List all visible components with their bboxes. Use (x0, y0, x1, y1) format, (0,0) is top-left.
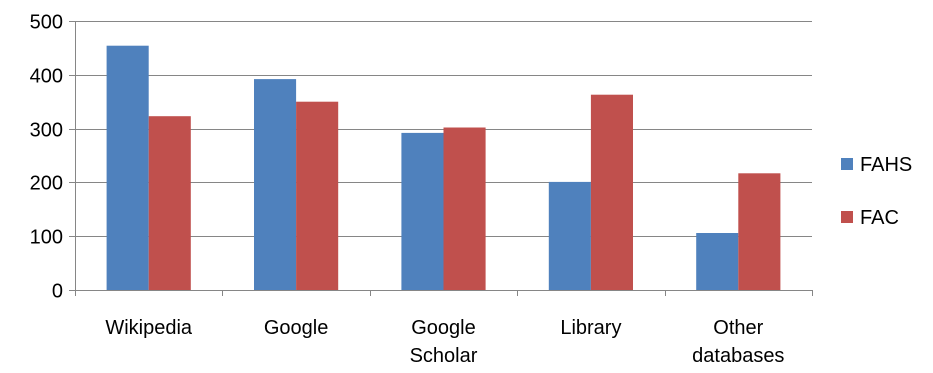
bar-fac-2 (443, 127, 486, 290)
x-tick-label: Google (411, 317, 476, 339)
bar-fahs-0 (106, 45, 149, 291)
bar-fac-3 (590, 94, 633, 290)
x-tick-label: databases (692, 345, 784, 367)
legend: FAHS FAC (841, 154, 912, 229)
bar-fahs-2 (401, 132, 444, 290)
x-tick-label: Google (264, 317, 329, 339)
y-tick-label: 200 (30, 173, 63, 195)
bars (106, 45, 781, 291)
x-tick-labels: Wikipedia Google Google Scholar Library Other… (105, 317, 784, 367)
legend-label-fac: FAC (860, 207, 899, 229)
legend-label-fahs: FAHS (860, 154, 912, 176)
y-tick-label: 300 (30, 120, 63, 142)
bar-fac-0 (148, 116, 191, 290)
axes (69, 21, 813, 296)
bar-fahs-3 (548, 181, 591, 290)
y-tick-label: 0 (52, 281, 63, 303)
bar-fac-1 (296, 101, 339, 290)
x-tick-label: Other (713, 317, 763, 339)
legend-swatch-fac (841, 211, 853, 223)
y-tick-labels: 0 100 200 300 400 500 (30, 12, 63, 303)
bar-fahs-4 (696, 233, 739, 290)
y-tick-label: 400 (30, 66, 63, 88)
bar-fahs-1 (254, 79, 297, 290)
x-tick-label: Wikipedia (105, 317, 193, 339)
y-tick-label: 500 (30, 12, 63, 34)
x-tick-label: Library (560, 317, 621, 339)
x-tick-label: Scholar (410, 345, 478, 367)
legend-swatch-fahs (841, 158, 853, 170)
bar-fac-4 (738, 173, 781, 290)
y-tick-label: 100 (30, 227, 63, 249)
